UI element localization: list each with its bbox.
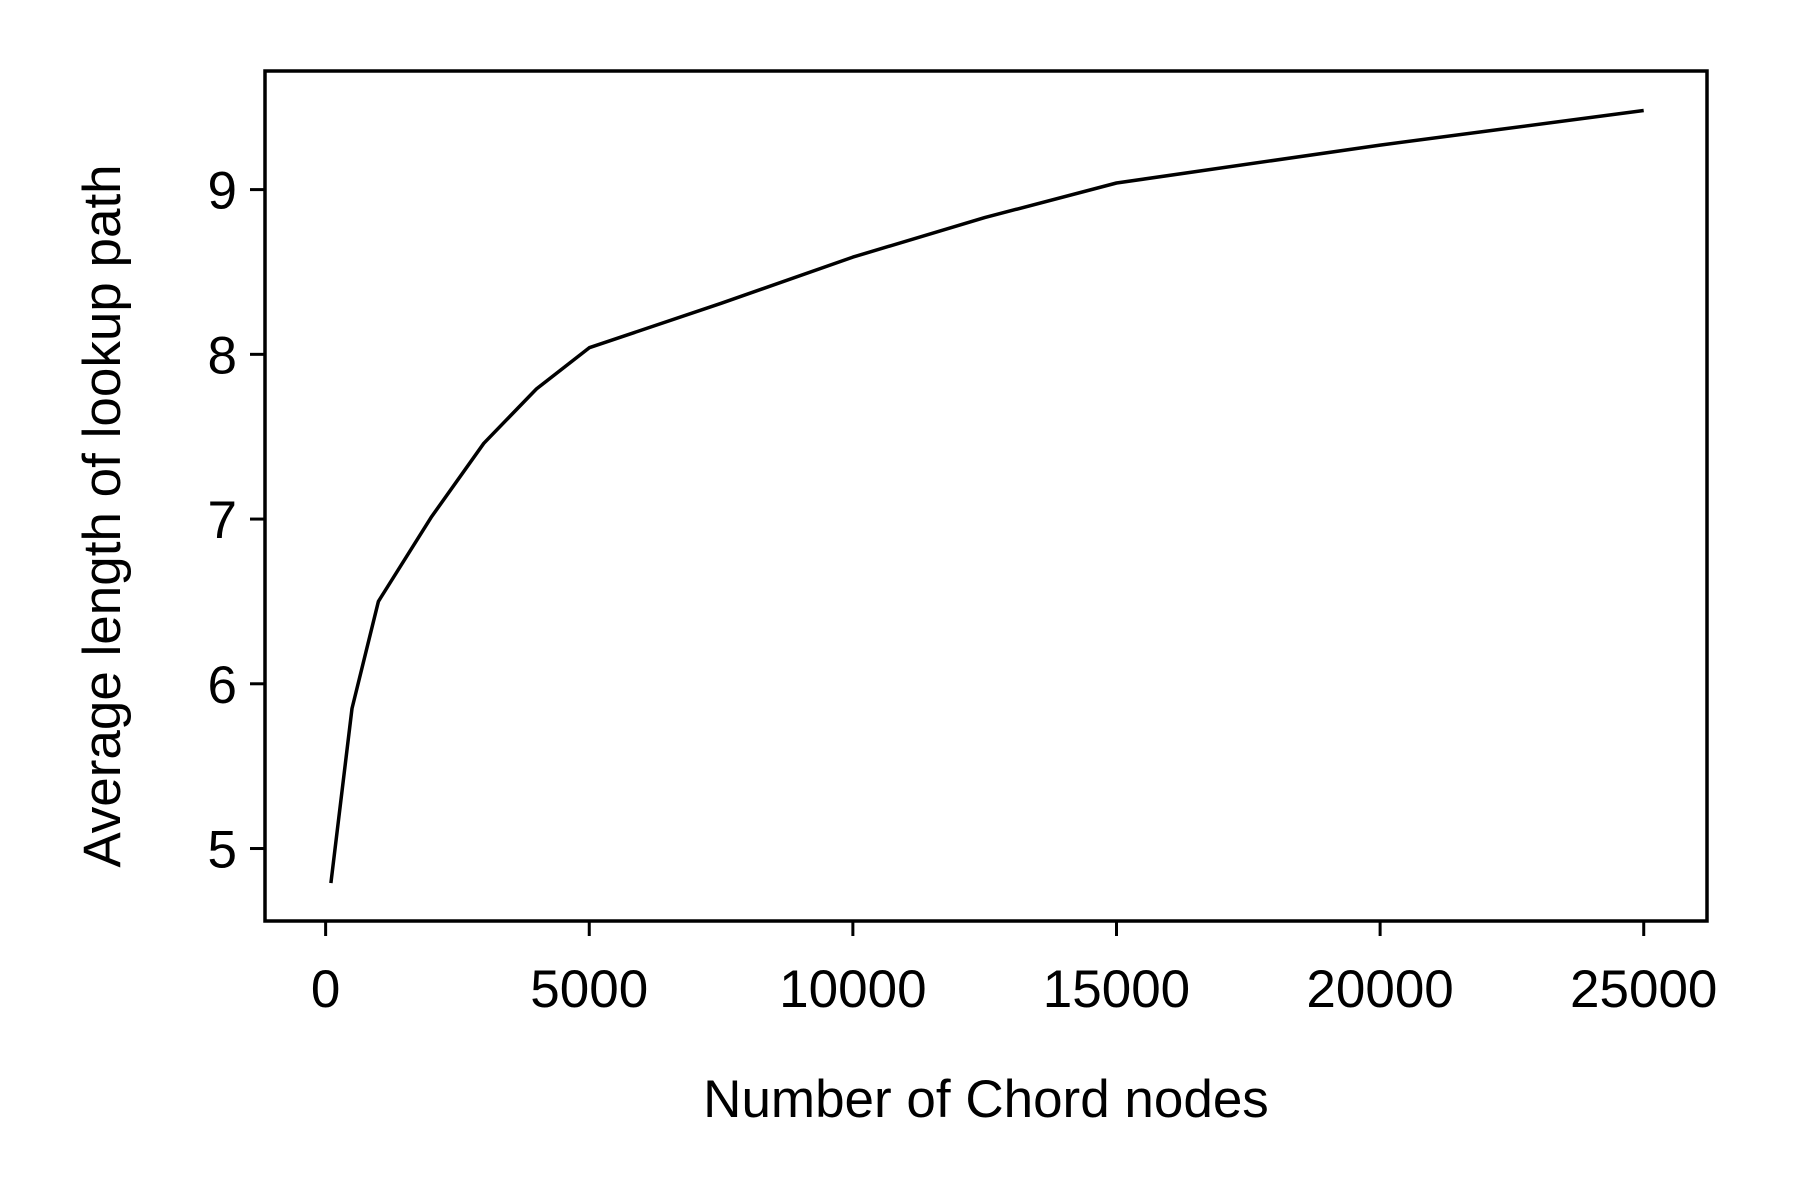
- ticks-layer: 0 5000 10000 15000 20000 25000 5 6 7 8 9: [208, 162, 1718, 1019]
- x-axis-label: Number of Chord nodes: [703, 1070, 1269, 1129]
- x-tick-label: 0: [311, 960, 340, 1019]
- x-tick-label: 5000: [530, 960, 648, 1019]
- x-tick-label: 10000: [779, 960, 926, 1019]
- y-axis-label: Average length of lookup path: [73, 164, 132, 867]
- y-tick-label: 6: [208, 656, 237, 715]
- x-tick-label: 20000: [1306, 960, 1453, 1019]
- plot-frame: [263, 69, 1709, 923]
- series-layer: [329, 108, 1644, 884]
- y-tick-label: 5: [208, 821, 237, 880]
- y-tick-label: 7: [208, 491, 237, 550]
- x-tick-label: 25000: [1570, 960, 1717, 1019]
- x-tick-label: 15000: [1043, 960, 1190, 1019]
- series-line: [329, 108, 1644, 884]
- y-tick-label: 9: [208, 162, 237, 221]
- y-tick-label: 8: [208, 326, 237, 385]
